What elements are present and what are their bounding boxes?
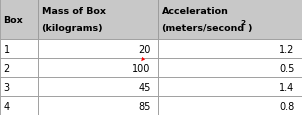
Bar xyxy=(0,40,38,59)
Bar xyxy=(0,96,38,115)
Bar xyxy=(38,96,158,115)
Bar xyxy=(0,59,38,77)
Bar xyxy=(158,96,302,115)
Text: 1.4: 1.4 xyxy=(279,82,294,92)
Bar xyxy=(0,77,38,96)
Text: (kilograms): (kilograms) xyxy=(42,24,103,33)
Text: 4: 4 xyxy=(4,101,10,111)
Bar xyxy=(158,40,302,59)
Bar xyxy=(38,59,158,77)
Text: 0.5: 0.5 xyxy=(279,63,294,73)
Text: 100: 100 xyxy=(132,63,150,73)
Text: (meters/second: (meters/second xyxy=(162,24,245,33)
Text: Acceleration: Acceleration xyxy=(162,7,229,16)
Text: Box: Box xyxy=(4,15,23,24)
Text: Mass of Box: Mass of Box xyxy=(42,7,106,16)
Text: 45: 45 xyxy=(138,82,150,92)
Bar xyxy=(158,59,302,77)
Bar xyxy=(38,40,158,59)
Text: ): ) xyxy=(247,24,252,33)
Text: 1: 1 xyxy=(4,44,10,54)
Bar xyxy=(158,0,302,40)
Text: 2: 2 xyxy=(241,20,246,26)
Text: 0.8: 0.8 xyxy=(279,101,294,111)
Bar xyxy=(38,0,158,40)
Text: 2: 2 xyxy=(4,63,10,73)
Text: 20: 20 xyxy=(138,44,150,54)
Text: 85: 85 xyxy=(138,101,150,111)
Text: 1.2: 1.2 xyxy=(279,44,294,54)
Text: 3: 3 xyxy=(4,82,10,92)
Bar xyxy=(38,77,158,96)
Bar xyxy=(0,0,38,40)
Bar xyxy=(158,77,302,96)
